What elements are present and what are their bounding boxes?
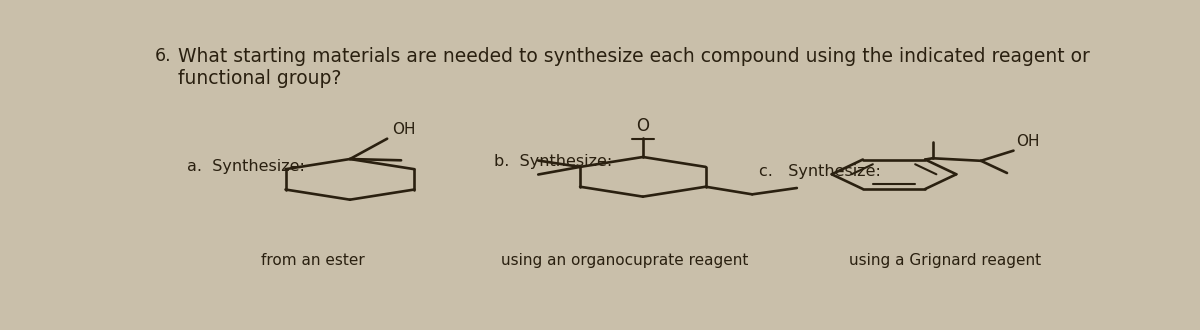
Text: using an organocuprate reagent: using an organocuprate reagent: [500, 253, 748, 268]
Text: a.  Synthesize:: a. Synthesize:: [187, 159, 305, 174]
Text: O: O: [636, 117, 649, 135]
Text: b.  Synthesize:: b. Synthesize:: [494, 154, 612, 169]
Text: OH: OH: [391, 122, 415, 137]
Text: OH: OH: [1016, 134, 1039, 149]
Text: from an ester: from an ester: [260, 253, 365, 268]
Text: using a Grignard reagent: using a Grignard reagent: [850, 253, 1042, 268]
Text: c.   Synthesize:: c. Synthesize:: [760, 164, 881, 179]
Text: What starting materials are needed to synthesize each compound using the indicat: What starting materials are needed to sy…: [178, 47, 1090, 88]
Text: 6.: 6.: [155, 47, 172, 65]
